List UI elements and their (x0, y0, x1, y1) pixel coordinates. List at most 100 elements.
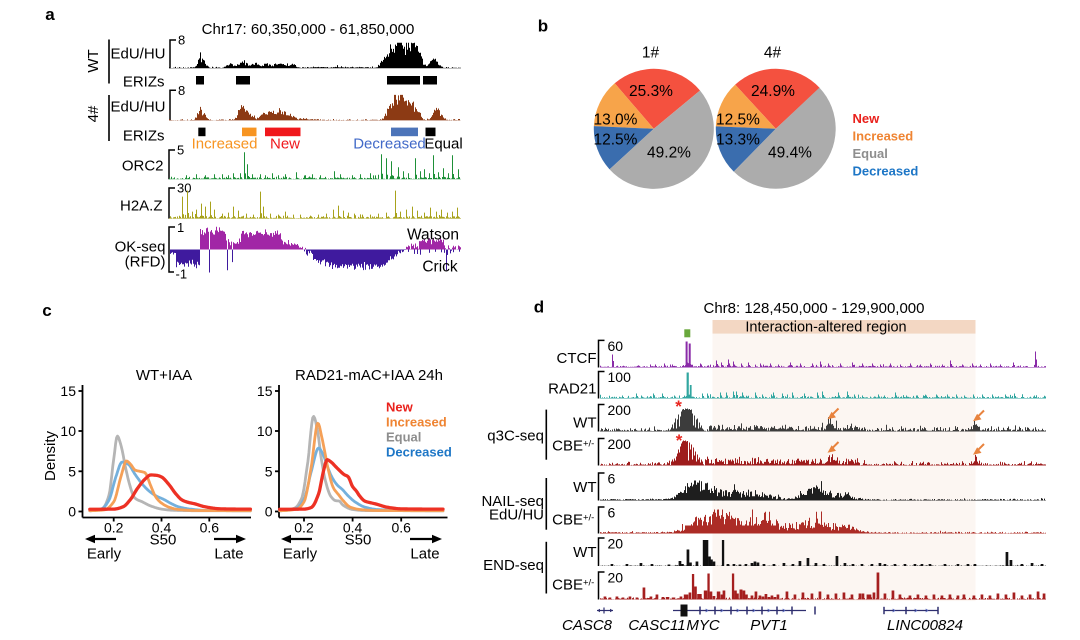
svg-text:Crick: Crick (422, 258, 458, 275)
svg-text:ERIZs: ERIZs (123, 128, 165, 145)
svg-text:Interaction-altered region: Interaction-altered region (745, 320, 906, 336)
svg-text:0: 0 (68, 504, 76, 520)
svg-text:ERIZs: ERIZs (123, 74, 165, 91)
svg-text:NAIL-seq: NAIL-seq (481, 493, 544, 510)
svg-text:*: * (675, 397, 682, 416)
svg-text:10: 10 (257, 423, 273, 439)
svg-text:Decreased: Decreased (853, 164, 919, 179)
svg-text:EdU/HU: EdU/HU (110, 46, 165, 63)
svg-text:Equal: Equal (386, 430, 421, 445)
svg-text:200: 200 (608, 402, 632, 418)
svg-text:New: New (386, 400, 414, 415)
svg-text:13.0%: 13.0% (594, 112, 638, 129)
svg-text:WT: WT (573, 479, 596, 496)
svg-text:8: 8 (178, 83, 185, 98)
svg-text:13.3%: 13.3% (716, 132, 760, 149)
svg-text:EdU/HU: EdU/HU (489, 507, 544, 524)
svg-text:c: c (42, 301, 51, 320)
svg-text:New: New (853, 111, 881, 126)
svg-text:1: 1 (177, 220, 184, 235)
svg-text:Equal: Equal (424, 136, 462, 153)
svg-text:0.6: 0.6 (200, 520, 220, 536)
svg-text:10: 10 (60, 423, 76, 439)
svg-text:24.9%: 24.9% (751, 83, 795, 100)
svg-text:Increased: Increased (192, 136, 258, 153)
svg-text:+/-: +/- (583, 512, 594, 523)
svg-text:New: New (270, 136, 300, 153)
svg-text:15: 15 (60, 383, 76, 399)
svg-text:100: 100 (608, 369, 632, 385)
svg-text:CBE: CBE (552, 577, 583, 594)
svg-text:6: 6 (608, 471, 616, 487)
svg-text:a: a (45, 5, 55, 24)
svg-text:60: 60 (608, 338, 624, 354)
svg-text:CASC8: CASC8 (562, 617, 613, 634)
svg-text:4#: 4# (764, 45, 782, 62)
svg-text:0.2: 0.2 (294, 520, 314, 536)
svg-text:15: 15 (257, 383, 273, 399)
svg-text:Increased: Increased (853, 129, 914, 144)
svg-text:0.2: 0.2 (104, 520, 124, 536)
svg-text:0.4: 0.4 (343, 520, 363, 536)
svg-text:Watson: Watson (407, 227, 459, 244)
svg-text:5: 5 (68, 463, 76, 479)
svg-text:Early: Early (283, 546, 318, 563)
svg-text:0.4: 0.4 (152, 520, 172, 536)
svg-text:CBE: CBE (552, 438, 583, 455)
svg-text:MYC: MYC (686, 617, 720, 634)
svg-text:PVT1: PVT1 (750, 617, 788, 634)
svg-text:1#: 1# (642, 45, 660, 62)
svg-text:d: d (534, 298, 544, 317)
svg-text:Equal: Equal (853, 146, 888, 161)
svg-text:CTCF: CTCF (557, 350, 597, 367)
svg-text:49.2%: 49.2% (647, 145, 691, 162)
svg-text:END-seq: END-seq (483, 557, 544, 574)
svg-text:20: 20 (608, 536, 624, 552)
svg-text:12.5%: 12.5% (594, 132, 638, 149)
svg-text:Density: Density (42, 430, 59, 481)
svg-text:WT: WT (85, 49, 102, 72)
svg-text:6: 6 (608, 505, 616, 521)
svg-text:20: 20 (608, 570, 624, 586)
svg-text:WT: WT (573, 544, 596, 561)
svg-text:OK-seq: OK-seq (115, 239, 166, 256)
svg-text:4#: 4# (85, 105, 102, 122)
svg-text:RAD21: RAD21 (548, 381, 596, 398)
svg-text:Chr8: 128,450,000 - 129,900,00: Chr8: 128,450,000 - 129,900,000 (703, 300, 924, 317)
svg-text:49.4%: 49.4% (768, 145, 812, 162)
svg-text:Chr17: 60,350,000 - 61,850,000: Chr17: 60,350,000 - 61,850,000 (202, 21, 415, 38)
svg-text:Late: Late (410, 546, 439, 563)
svg-text:CBE: CBE (552, 511, 583, 528)
svg-text:RAD21-mAC+IAA 24h: RAD21-mAC+IAA 24h (295, 367, 443, 384)
svg-text:30: 30 (177, 181, 191, 196)
svg-text:0.6: 0.6 (391, 520, 411, 536)
svg-text:S50: S50 (345, 532, 372, 549)
svg-text:LINC00824: LINC00824 (887, 617, 963, 634)
svg-text:b: b (538, 17, 548, 36)
svg-text:EdU/HU: EdU/HU (110, 99, 165, 116)
svg-text:200: 200 (608, 436, 632, 452)
svg-text:H2A.Z: H2A.Z (120, 198, 163, 215)
svg-text:Decreased: Decreased (386, 445, 452, 460)
svg-text:0: 0 (265, 504, 273, 520)
svg-text:8: 8 (178, 33, 185, 48)
svg-text:WT+IAA: WT+IAA (136, 367, 192, 384)
svg-text:Decreased: Decreased (353, 136, 426, 153)
svg-text:25.3%: 25.3% (629, 83, 673, 100)
svg-text:5: 5 (177, 143, 184, 158)
svg-text:CASC11: CASC11 (628, 617, 685, 634)
svg-text:+/-: +/- (583, 439, 594, 450)
svg-text:Increased: Increased (386, 415, 447, 430)
svg-text:5: 5 (265, 463, 273, 479)
svg-text:+/-: +/- (583, 578, 594, 589)
svg-text:-1: -1 (176, 267, 188, 282)
svg-text:q3C-seq: q3C-seq (487, 428, 544, 445)
svg-text:*: * (676, 431, 683, 450)
svg-text:S50: S50 (150, 532, 177, 549)
svg-text:ORC2: ORC2 (122, 158, 164, 175)
svg-text:Late: Late (214, 546, 243, 563)
svg-text:(RFD): (RFD) (125, 254, 166, 271)
svg-text:12.5%: 12.5% (716, 112, 760, 129)
svg-text:WT: WT (573, 415, 596, 432)
svg-text:Early: Early (87, 546, 122, 563)
